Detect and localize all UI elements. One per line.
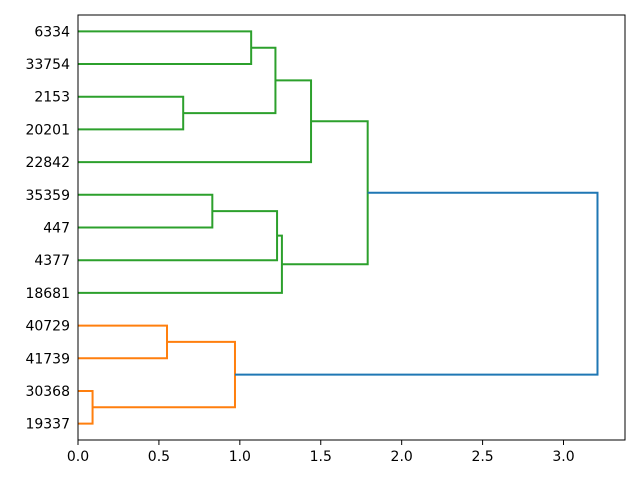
- leaf-label: 2153: [34, 90, 70, 106]
- leaf-label: 33754: [25, 57, 70, 73]
- leaf-label: 22842: [25, 155, 70, 171]
- dendrogram-link: [78, 30, 253, 66]
- leaf-label: 35359: [25, 188, 70, 204]
- leaf-label: 4377: [34, 253, 70, 269]
- x-tick-label: 1.5: [310, 449, 332, 465]
- dendrogram-link: [78, 193, 214, 229]
- plot-border: [77, 14, 626, 441]
- dendrogram-link: [78, 324, 169, 360]
- dendrogram-link: [78, 234, 283, 294]
- leaf-label: 447: [43, 221, 70, 237]
- dendrogram-link: [78, 79, 313, 164]
- dendrogram-link: [281, 120, 369, 266]
- x-tick-label: 2.5: [471, 449, 493, 465]
- x-tick-label: 3.0: [552, 449, 574, 465]
- dendrogram-link: [78, 210, 279, 262]
- dendrogram-link: [234, 191, 599, 376]
- dendrogram-link: [183, 46, 277, 115]
- leaf-label: 20201: [25, 122, 70, 138]
- x-tick-label: 0.0: [67, 449, 89, 465]
- leaf-label: 41739: [25, 351, 70, 367]
- leaf-label: 40729: [25, 319, 70, 335]
- leaf-label: 30368: [25, 384, 70, 400]
- x-tick-label: 0.5: [148, 449, 170, 465]
- dendrogram-link: [78, 95, 185, 131]
- x-tick-label: 2.0: [391, 449, 413, 465]
- leaf-label: 6334: [34, 24, 70, 40]
- dendrogram-link: [92, 340, 236, 409]
- leaf-label: 18681: [25, 286, 70, 302]
- x-tick-label: 1.0: [229, 449, 251, 465]
- leaf-label: 19337: [25, 417, 70, 433]
- dendrogram-link: [78, 389, 94, 425]
